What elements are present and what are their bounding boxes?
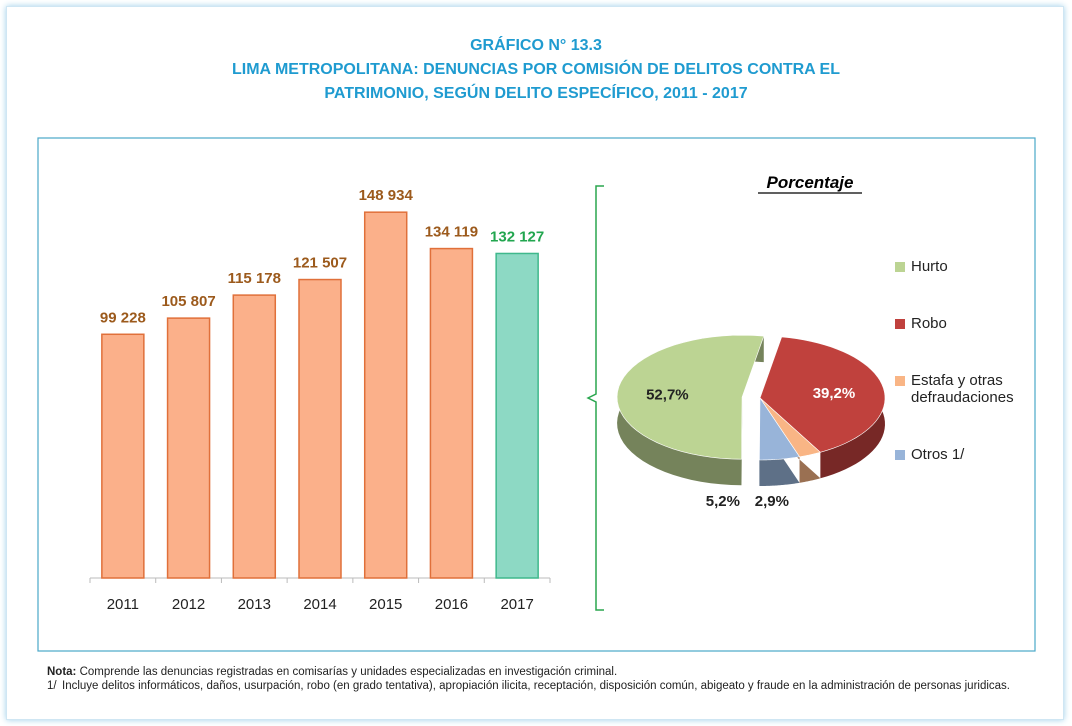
legend-swatch: [895, 262, 905, 272]
notes: Nota: Comprende las denuncias registrada…: [47, 665, 1037, 693]
value-label: 39,2%: [813, 385, 856, 402]
legend: Hurto Robo Estafa y otras defraudaciones Ot…: [895, 258, 1035, 503]
legend-item: Robo: [895, 315, 1035, 332]
title-line: PATRIMONIO, SEGÚN DELITO ESPECÍFICO, 201…: [324, 85, 748, 102]
legend-item: Estafa y otras defraudaciones: [895, 372, 1035, 406]
x-tick-label: 2015: [369, 596, 402, 613]
value-label: 52,7%: [646, 386, 689, 403]
legend-swatch: [895, 450, 905, 460]
value-label: 2,9%: [755, 493, 789, 510]
value-label: 99 228: [100, 309, 146, 326]
bar: [101, 333, 145, 579]
legend-swatch: [895, 319, 905, 329]
x-tick-label: 2011: [107, 596, 139, 613]
x-tick-label: 2017: [500, 596, 533, 613]
bar: [363, 211, 408, 579]
legend-item: Otros 1/: [895, 446, 1035, 463]
bar: [429, 247, 474, 579]
bar: [232, 294, 277, 579]
title-line: GRÁFICO N° 13.3: [470, 37, 602, 54]
pie-slice: [759, 397, 801, 461]
value-label: 134 119: [425, 224, 478, 241]
value-label: 148 934: [359, 187, 414, 204]
value-label: 115 178: [228, 270, 281, 287]
note-text: Comprende las denuncias registradas en c…: [76, 666, 618, 678]
legend-item: Hurto: [895, 258, 1035, 275]
pie-slice: [759, 336, 886, 453]
legend-swatch: [895, 376, 905, 386]
pie-title: Porcentaje: [767, 173, 854, 192]
bar: [166, 317, 211, 579]
value-label: 105 807: [161, 293, 215, 310]
legend-label: Otros 1/: [911, 446, 965, 463]
legend-label: Robo: [911, 315, 947, 332]
value-label: 132 127: [490, 228, 544, 245]
pie-slice: [616, 334, 765, 460]
x-tick-label: 2013: [238, 596, 271, 613]
note-label: Nota:: [47, 666, 77, 678]
x-tick-label: 2016: [435, 596, 468, 613]
pie-slice: [759, 397, 821, 458]
chart-box: [37, 137, 1036, 652]
value-label: 5,2%: [706, 493, 740, 510]
frame: [6, 6, 1064, 720]
footnote-mark: 1/: [47, 680, 57, 692]
legend-label: Estafa y otras defraudaciones: [911, 372, 1014, 406]
footnote: Incluye delitos informáticos, daños, usu…: [62, 680, 1011, 692]
value-label: 121 507: [293, 255, 347, 272]
x-tick-label: 2014: [303, 596, 336, 613]
x-tick-label: 2012: [172, 596, 205, 613]
legend-label: Hurto: [911, 258, 948, 275]
bracket: [586, 185, 604, 611]
bar: [495, 252, 539, 579]
title-line: LIMA METROPOLITANA: DENUNCIAS POR COMISI…: [232, 61, 840, 78]
bar: [298, 278, 342, 579]
